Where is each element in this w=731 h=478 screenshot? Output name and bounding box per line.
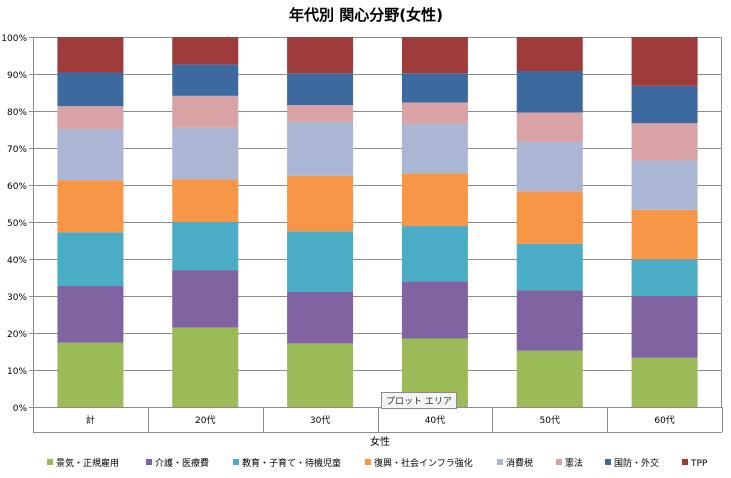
bar-segment xyxy=(516,71,583,113)
bar-segment xyxy=(57,342,124,407)
y-tick-label: 60% xyxy=(7,182,27,192)
bar-segment xyxy=(401,123,468,174)
y-tick-label: 20% xyxy=(7,330,27,340)
chart-title: 年代別 関心分野(女性) xyxy=(289,6,443,24)
bar-segment xyxy=(57,72,124,107)
y-tick-label: 50% xyxy=(7,219,27,229)
bar-segment xyxy=(172,327,239,407)
x-tick-label: 50代 xyxy=(540,415,560,426)
x-tick-label: 20代 xyxy=(195,415,215,426)
bar-segment xyxy=(287,231,354,292)
bar-segment xyxy=(516,290,583,351)
legend-swatch xyxy=(233,459,239,465)
bar-segment xyxy=(516,112,583,143)
bar-segment xyxy=(401,102,468,124)
legend-swatch xyxy=(365,459,371,465)
bar-segment xyxy=(401,37,468,74)
y-tick-label: 70% xyxy=(7,145,27,155)
bar-segment xyxy=(287,291,354,344)
bar-segment xyxy=(516,191,583,244)
legend-swatch xyxy=(556,459,562,465)
x-tick-labels: 計 20代 30代 40代 50代 60代 xyxy=(86,414,675,426)
x-tick-label: 30代 xyxy=(310,415,330,426)
bar-segment xyxy=(631,160,698,210)
legend: 景気・正規雇用 介護・医療費 教育・子育て・待機児童 復興・社会インフラ強化 消費税 憲法… xyxy=(47,457,708,469)
legend-swatch xyxy=(146,459,152,465)
bar-segment xyxy=(631,37,698,86)
bar-segment xyxy=(172,37,239,65)
bar-segment xyxy=(57,129,124,181)
legend-label: 介護・医療費 xyxy=(155,457,209,469)
bar-segment xyxy=(57,286,124,343)
bar-segment xyxy=(287,175,354,232)
bar-segment xyxy=(172,95,239,128)
legend-swatch xyxy=(47,459,53,465)
y-tick-label: 90% xyxy=(7,71,27,81)
plot-area-tooltip: プロット エリア xyxy=(381,392,457,409)
bar-segment xyxy=(516,142,583,192)
bar-segment xyxy=(401,173,468,227)
legend-label: 復興・社会インフラ強化 xyxy=(374,457,473,469)
bar-segment xyxy=(57,180,124,233)
bar-segment xyxy=(631,209,698,260)
x-tick-label: 40代 xyxy=(425,415,445,426)
bar-segment xyxy=(401,281,468,339)
bar-segment xyxy=(631,123,698,161)
bar-segment xyxy=(287,105,354,123)
bar-segment xyxy=(57,37,124,73)
x-axis-label: 女性 xyxy=(370,435,390,448)
bar-segment xyxy=(57,232,124,287)
legend-swatch xyxy=(682,459,688,465)
bar-segment xyxy=(631,296,698,358)
x-tick-label: 計 xyxy=(86,414,95,426)
bar-segment xyxy=(631,85,698,124)
bar-segment xyxy=(287,343,354,407)
bar-segment xyxy=(172,270,239,328)
bar-segment xyxy=(401,73,468,103)
bar-segment xyxy=(172,222,239,271)
legend-swatch xyxy=(605,459,611,465)
y-tick-labels: 0% 10% 20% 30% 40% 50% 60% 70% 80% 90% 100% xyxy=(1,34,27,414)
bar-segment xyxy=(516,350,583,407)
legend-label: 教育・子育て・待機児童 xyxy=(242,457,341,469)
bars xyxy=(57,37,698,407)
bar-segment xyxy=(57,106,124,130)
bar-segment xyxy=(287,73,354,106)
y-tick-label: 80% xyxy=(7,108,27,118)
y-tick-label: 30% xyxy=(7,293,27,303)
legend-label: 憲法 xyxy=(565,457,583,469)
y-tick-label: 40% xyxy=(7,256,27,266)
bar-segment xyxy=(516,243,583,291)
bar-segment xyxy=(631,259,698,296)
bar-segment xyxy=(287,122,354,176)
gridlines xyxy=(33,37,722,371)
y-tick-label: 0% xyxy=(13,404,28,414)
bar-segment xyxy=(172,127,239,180)
bar-segment xyxy=(287,37,354,74)
bar-segment xyxy=(401,226,468,282)
legend-label: 国防・外交 xyxy=(614,457,659,469)
bar-segment xyxy=(172,64,239,96)
legend-label: 消費税 xyxy=(506,457,533,469)
bar-segment xyxy=(631,357,698,407)
axes xyxy=(29,37,723,433)
bar-segment xyxy=(172,179,239,222)
legend-swatch xyxy=(497,459,503,465)
legend-label: TPP xyxy=(690,459,708,469)
bar-segment xyxy=(516,37,583,72)
y-tick-label: 10% xyxy=(7,367,27,377)
legend-label: 景気・正規雇用 xyxy=(56,457,119,469)
y-tick-label: 100% xyxy=(1,34,27,44)
x-tick-label: 60代 xyxy=(654,415,674,426)
